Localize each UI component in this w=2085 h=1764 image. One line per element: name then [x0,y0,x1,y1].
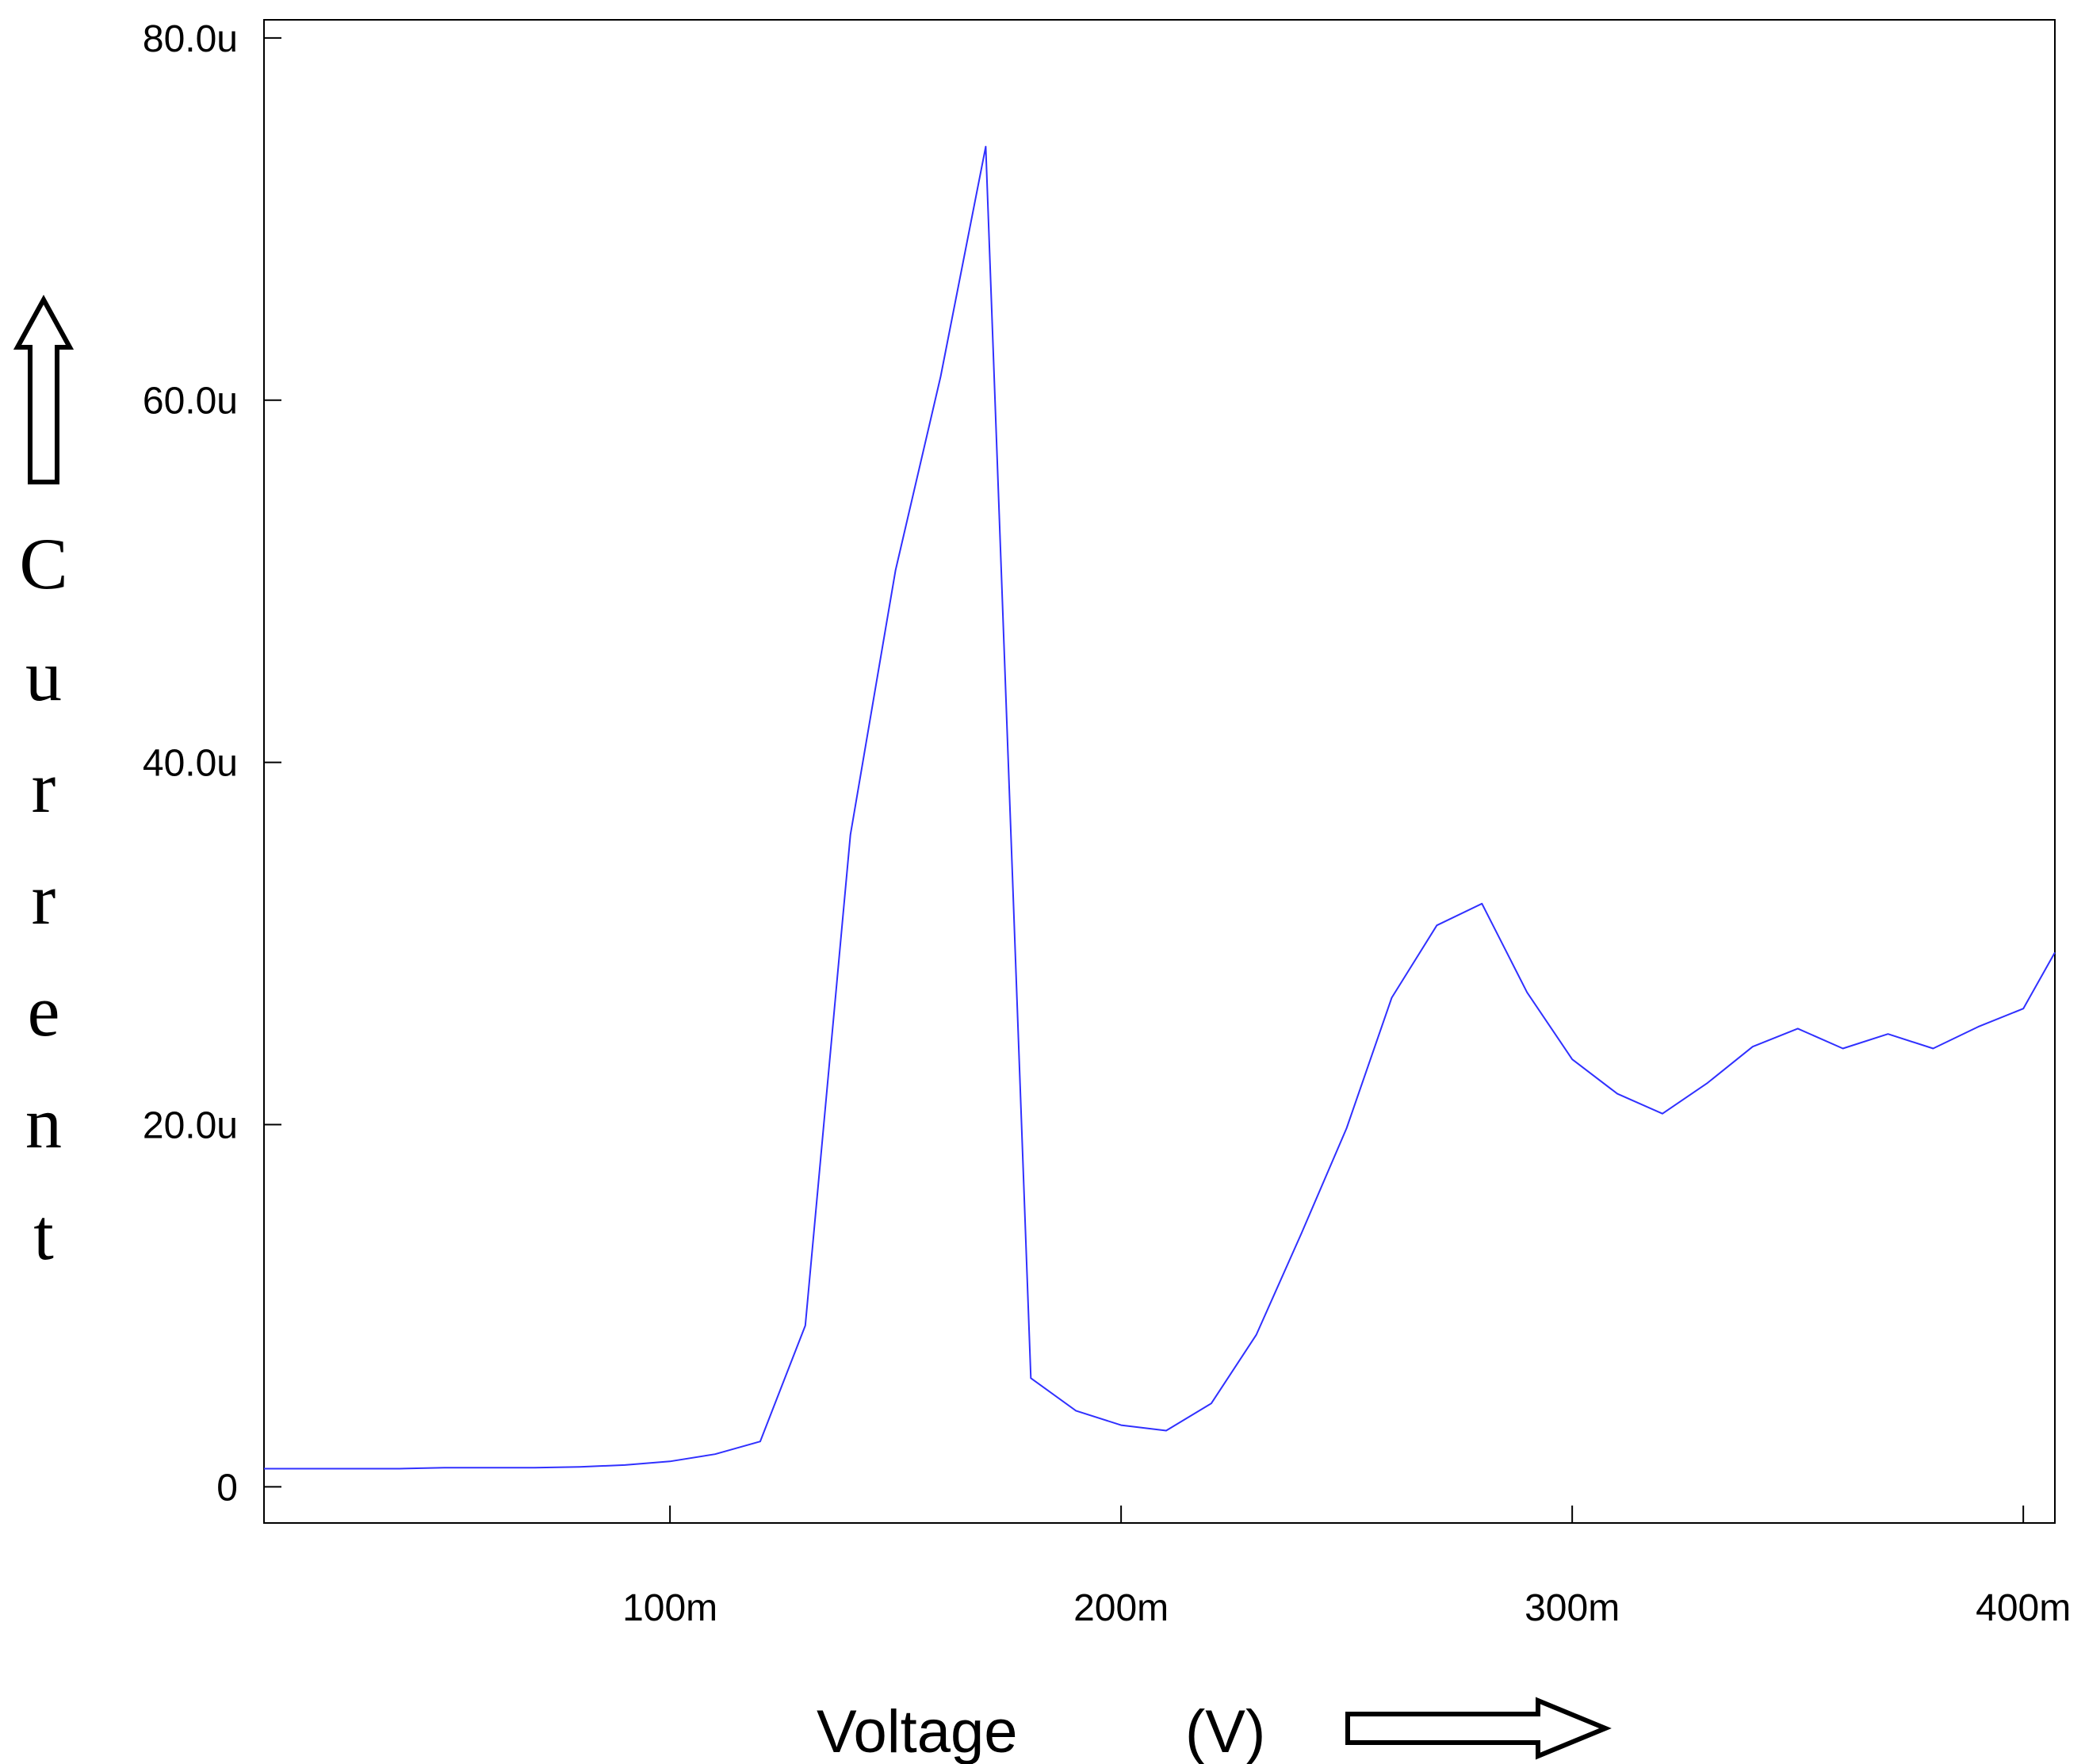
y-tick-label: 40.0u [143,743,238,785]
x-axis-label-quantity: Voltage [817,1698,1018,1764]
y-tick-label: 20.0u [143,1104,238,1146]
y-axis-label-letter: t [33,1194,54,1275]
x-tick-label: 100m [622,1587,717,1629]
y-axis-label-letter: r [32,747,56,828]
x-tick-label: 200m [1073,1587,1169,1629]
series-line [264,145,2056,1470]
y-tick-label: 80.0u [143,18,238,60]
right-arrow-icon [1345,1697,1612,1760]
y-tick-label: 0 [216,1467,238,1509]
x-tick-label: 400m [1976,1587,2071,1629]
y-axis-label-letter: e [28,970,60,1051]
x-axis-label-unit: (V) [1185,1698,1265,1764]
y-axis-label-letter: C [19,523,67,604]
x-axis-label: Voltage (V) [817,1697,1612,1764]
y-axis-label-letter: u [25,635,62,716]
x-tick-label: 300m [1525,1587,1620,1629]
series-layer [264,145,2056,1470]
plot-area-frame [263,19,2056,1524]
y-axis-ticks: 0 20.0u 40.0u 60.0u 80.0u [143,18,281,1509]
y-axis-label-letter: n [25,1082,62,1163]
y-tick-label: 60.0u [143,381,238,423]
up-arrow-icon [13,294,75,484]
x-axis-ticks: 100m 200m 300m 400m [622,1506,2071,1629]
y-axis-label-letter: r [32,859,56,939]
